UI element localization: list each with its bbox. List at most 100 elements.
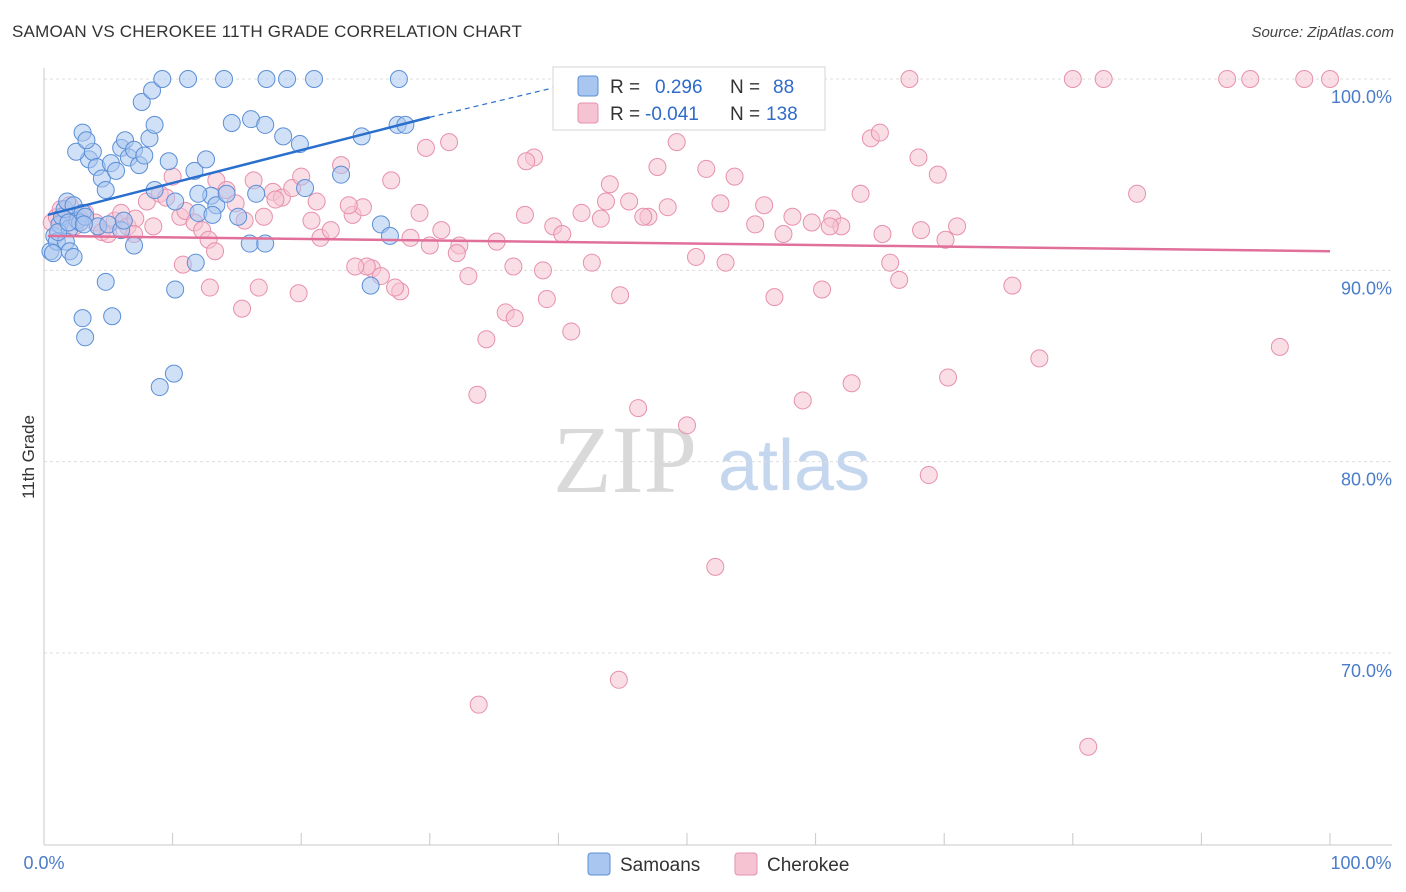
samoans-point-67 <box>380 226 399 245</box>
cherokee-point-135 <box>537 290 556 309</box>
watermark-zip: ZIP <box>553 406 697 513</box>
cherokee-point-114 <box>609 670 628 689</box>
samoans-point-45 <box>389 70 408 88</box>
samoans-point-22 <box>107 161 126 180</box>
cherokee-point-82 <box>755 196 774 215</box>
samoans-point-77 <box>186 253 205 272</box>
samoans-point-69 <box>296 179 315 198</box>
cherokee-point-45 <box>401 228 420 247</box>
y-axis-tick-labels: 100.0% 90.0% 80.0% 70.0% <box>1331 87 1392 681</box>
samoans-point-60 <box>274 127 293 146</box>
cherokee-point-86 <box>793 391 812 410</box>
samoans-r-label: R = <box>610 77 640 98</box>
cherokee-point-94 <box>870 123 889 142</box>
watermark: ZIP atlas <box>553 406 870 513</box>
cherokee-point-81 <box>746 215 765 234</box>
samoans-point-83 <box>114 211 133 230</box>
samoans-r-value: 0.296 <box>655 77 703 98</box>
cherokee-point-69 <box>629 399 648 418</box>
cherokee-point-120 <box>249 278 268 297</box>
cherokee-point-52 <box>468 385 487 404</box>
cherokee-point-97 <box>900 70 919 88</box>
cherokee-point-125 <box>416 138 435 157</box>
cherokee-point-88 <box>813 280 832 299</box>
cherokee-trend-line <box>47 234 1331 253</box>
cherokee-point-35 <box>302 211 321 230</box>
cherokee-point-63 <box>572 203 591 222</box>
legend-cherokee-swatch <box>734 852 758 876</box>
cherokee-point-129 <box>711 194 730 213</box>
samoans-n-label: N = <box>730 77 760 98</box>
cherokee-point-59 <box>533 261 552 280</box>
cherokee-point-84 <box>774 224 793 243</box>
cherokee-point-126 <box>517 152 536 171</box>
cherokee-point-130 <box>783 207 802 226</box>
samoans-point-62 <box>332 165 351 184</box>
samoans-point-68 <box>361 276 380 295</box>
cherokee-point-66 <box>600 175 619 194</box>
cherokee-point-53 <box>477 330 496 349</box>
y-tick-label-90: 90.0% <box>1341 278 1392 298</box>
samoans-point-39 <box>153 70 172 88</box>
samoans-point-85 <box>44 244 63 263</box>
samoans-point-42 <box>257 70 276 88</box>
cherokee-point-74 <box>678 416 696 435</box>
cherokee-point-76 <box>697 159 716 178</box>
cherokee-point-104 <box>1030 349 1049 368</box>
cherokee-point-107 <box>1094 70 1113 88</box>
cherokee-point-65 <box>591 209 610 228</box>
cherokee-point-75 <box>687 247 706 266</box>
cherokee-point-106 <box>1079 737 1098 756</box>
cherokee-point-61 <box>553 224 572 243</box>
samoans-point-33 <box>77 131 96 150</box>
samoans-point-80 <box>166 192 185 211</box>
cherokee-point-100 <box>928 165 947 184</box>
samoans-point-48 <box>73 309 92 328</box>
cherokee-point-137 <box>447 244 466 263</box>
samoans-point-37 <box>132 92 151 111</box>
cherokee-point-98 <box>909 148 928 167</box>
cherokee-point-67 <box>611 286 630 305</box>
samoans-point-20 <box>96 180 115 199</box>
cherokee-point-62 <box>562 322 581 341</box>
samoans-point-31 <box>67 142 86 161</box>
stats-legend: R = 0.296 N = 88 R = -0.041 N = 138 <box>552 66 826 131</box>
chart-title: SAMOAN VS CHEROKEE 11TH GRADE CORRELATIO… <box>12 22 523 41</box>
cherokee-point-128 <box>634 207 653 226</box>
samoans-point-78 <box>166 280 185 299</box>
samoans-point-47 <box>103 307 122 326</box>
legend-cherokee-label: Cherokee <box>767 855 849 876</box>
samoans-point-44 <box>305 70 324 88</box>
cherokee-point-127 <box>596 192 615 211</box>
samoans-point-28 <box>135 146 154 165</box>
samoans-point-75 <box>189 184 208 203</box>
cherokee-point-46 <box>410 203 429 222</box>
cherokee-point-49 <box>440 133 459 152</box>
samoans-point-40 <box>179 70 198 88</box>
cherokee-point-140 <box>289 284 308 303</box>
cherokee-point-96 <box>890 270 909 289</box>
samoans-point-56 <box>229 207 248 226</box>
cherokee-r-label: R = <box>610 104 640 125</box>
samoans-point-13 <box>64 247 83 266</box>
cherokee-point-83 <box>765 288 784 307</box>
cherokee-point-78 <box>716 253 735 272</box>
cherokee-point-30 <box>254 207 273 226</box>
cherokee-point-64 <box>582 253 601 272</box>
cherokee-point-111 <box>1295 70 1314 88</box>
samoans-point-57 <box>247 184 266 203</box>
samoans-point-71 <box>197 150 216 169</box>
y-tick-label-100: 100.0% <box>1331 87 1392 107</box>
samoans-point-50 <box>150 378 169 397</box>
cherokee-point-43 <box>382 171 401 190</box>
samoans-point-74 <box>256 115 275 134</box>
cherokee-point-72 <box>658 198 677 217</box>
samoans-point-51 <box>164 364 183 383</box>
cherokee-point-102 <box>948 217 967 236</box>
cherokee-point-91 <box>842 374 861 393</box>
y-tick-label-80: 80.0% <box>1341 470 1392 490</box>
cherokee-point-99 <box>919 466 938 485</box>
cherokee-point-56 <box>505 309 524 328</box>
cherokee-point-108 <box>1128 184 1147 203</box>
